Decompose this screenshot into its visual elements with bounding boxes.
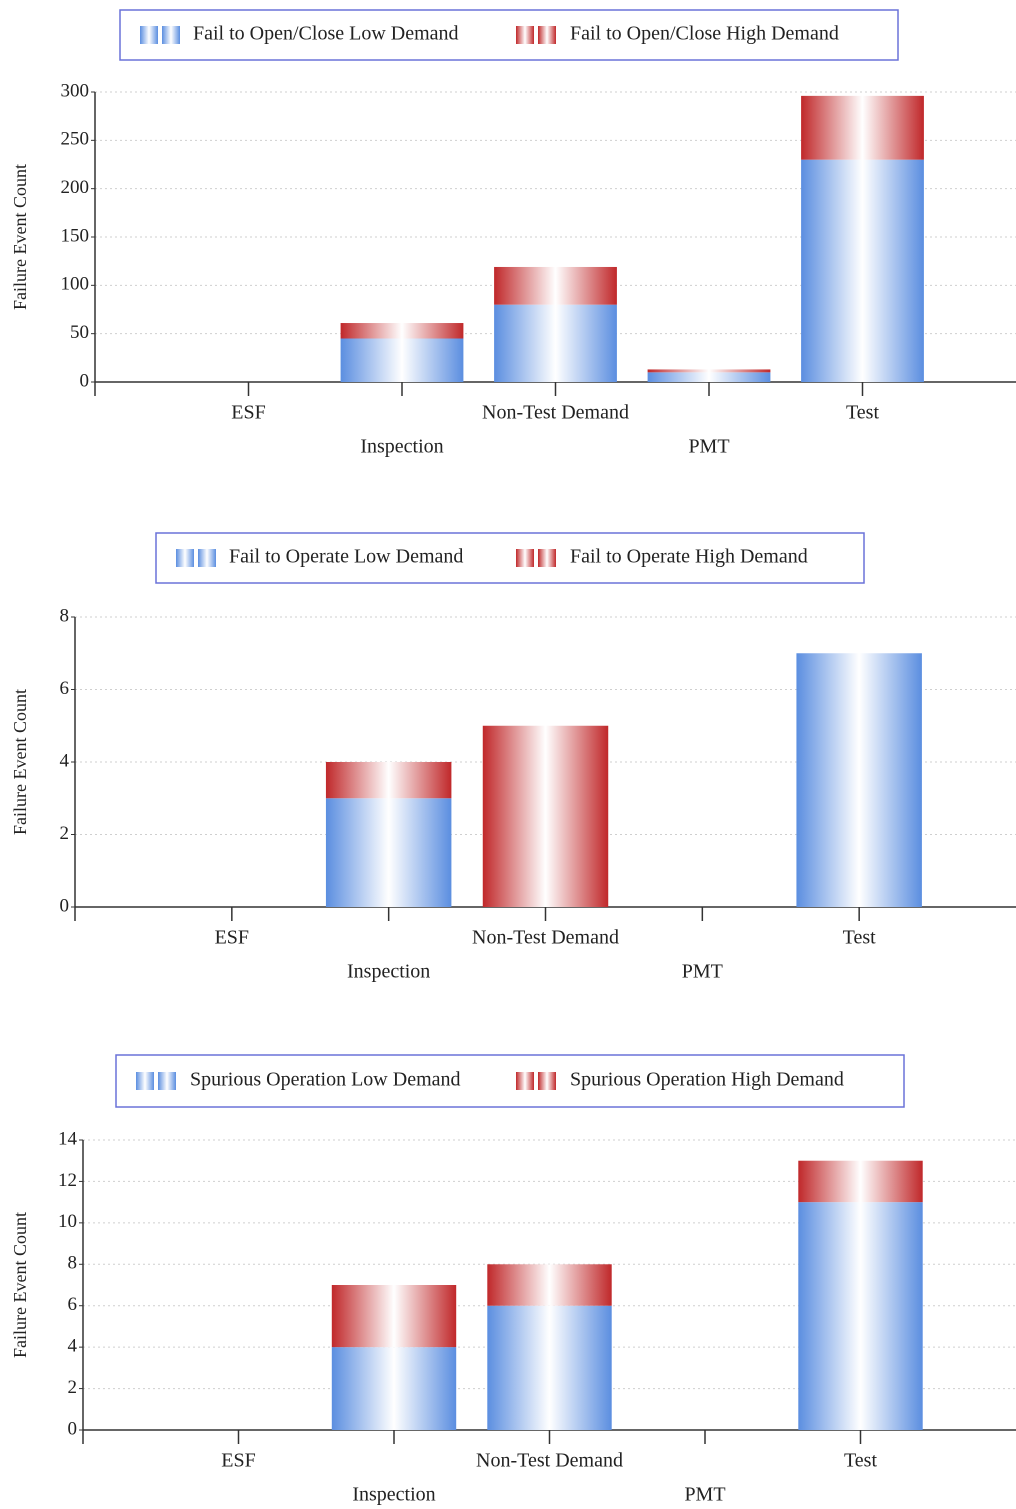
bar-segment [494, 266, 617, 305]
bar-segment [487, 1264, 612, 1306]
x-tick-label: Inspection [360, 436, 443, 458]
legend-swatch [516, 26, 534, 44]
x-tick-label: Non-Test Demand [482, 402, 629, 424]
y-tick-label: 200 [61, 177, 90, 198]
legend-swatch [538, 549, 556, 567]
y-tick-label: 100 [61, 274, 90, 295]
y-tick-label: 2 [68, 1377, 78, 1398]
x-tick-label: Test [844, 1450, 877, 1472]
bar-segment [798, 1202, 923, 1430]
x-tick-label: Test [846, 402, 879, 424]
y-tick-label: 250 [61, 129, 90, 150]
bar-segment [325, 762, 452, 799]
bar-segment [801, 95, 924, 160]
y-tick-label: 50 [70, 322, 89, 343]
y-axis-label: Failure Event Count [10, 164, 30, 310]
legend-box [115, 1054, 905, 1108]
bar-segment [796, 653, 922, 907]
bar-segment [340, 323, 464, 339]
y-tick-label: 8 [68, 1253, 78, 1274]
y-tick-label: 0 [68, 1418, 78, 1439]
legend-label: Fail to Operate High Demand [570, 546, 808, 568]
legend-label: Spurious Operation High Demand [570, 1069, 844, 1091]
x-tick-label: ESF [221, 1450, 255, 1472]
x-tick-label: PMT [682, 961, 723, 983]
x-tick-label: Non-Test Demand [476, 1450, 623, 1472]
x-tick-label: PMT [684, 1484, 725, 1506]
x-tick-label: Non-Test Demand [472, 927, 619, 949]
y-tick-label: 150 [61, 225, 90, 246]
y-tick-label: 0 [80, 370, 90, 391]
bar-segment [494, 304, 617, 382]
legend-swatch [516, 1072, 534, 1090]
y-tick-label: 8 [60, 605, 70, 626]
x-tick-label: ESF [231, 402, 265, 424]
legend-swatch [162, 26, 180, 44]
bar-segment [487, 1305, 612, 1430]
bar-segment [331, 1285, 457, 1348]
y-tick-label: 6 [60, 678, 70, 699]
y-tick-label: 2 [60, 823, 70, 844]
bar-segment [331, 1347, 457, 1430]
bar-segment [798, 1160, 923, 1203]
legend-swatch [136, 1072, 154, 1090]
bar-segment [482, 725, 609, 907]
bar-segment [647, 369, 771, 373]
bar-segment [340, 338, 464, 382]
y-tick-label: 0 [60, 895, 70, 916]
y-axis-label: Failure Event Count [10, 689, 30, 835]
y-axis-label: Failure Event Count [10, 1212, 30, 1358]
legend-label: Fail to Open/Close High Demand [570, 23, 839, 45]
bar-segment [647, 372, 771, 382]
legend-label: Fail to Open/Close Low Demand [193, 23, 459, 45]
legend-label: Fail to Operate Low Demand [229, 546, 463, 568]
y-tick-label: 4 [60, 750, 70, 771]
y-tick-label: 4 [68, 1336, 78, 1357]
x-tick-label: PMT [688, 436, 729, 458]
y-tick-label: 14 [58, 1128, 78, 1149]
bar-segment [325, 798, 452, 907]
legend-swatch [538, 1072, 556, 1090]
legend-swatch [538, 26, 556, 44]
legend-swatch [198, 549, 216, 567]
legend-swatch [140, 26, 158, 44]
y-tick-label: 6 [68, 1294, 78, 1315]
x-tick-label: Inspection [352, 1484, 435, 1506]
y-tick-label: 12 [58, 1170, 77, 1191]
x-tick-label: Test [843, 927, 876, 949]
y-tick-label: 10 [58, 1211, 77, 1232]
x-tick-label: Inspection [347, 961, 430, 983]
x-tick-label: ESF [215, 927, 249, 949]
legend-swatch [176, 549, 194, 567]
legend-box [119, 9, 899, 61]
legend-box [155, 532, 865, 584]
legend-swatch [516, 549, 534, 567]
legend-label: Spurious Operation Low Demand [190, 1069, 461, 1091]
y-tick-label: 300 [61, 80, 90, 101]
bar-segment [801, 159, 924, 382]
legend-swatch [158, 1072, 176, 1090]
